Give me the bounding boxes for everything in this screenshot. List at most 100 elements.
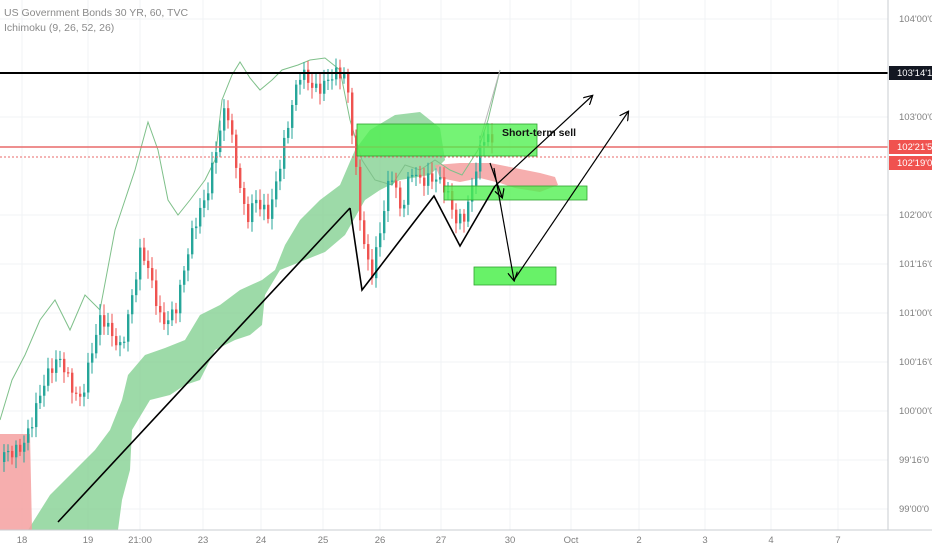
candle-body [107, 322, 110, 327]
candle [95, 323, 98, 359]
candle-body [299, 79, 302, 85]
candle-body [255, 199, 258, 204]
time-tick-label: 18 [17, 535, 28, 546]
candle-body [135, 279, 138, 296]
support-zone-box [443, 185, 588, 201]
symbol-title[interactable]: US Government Bonds 30 YR, 60, TVC [4, 7, 189, 19]
candle [387, 170, 390, 222]
price-tick-label: 103'00'0 [899, 112, 932, 123]
candle [235, 129, 238, 179]
candle-body [467, 201, 470, 222]
candle-body [271, 199, 274, 219]
candle [431, 162, 434, 190]
candle-body [147, 260, 150, 269]
candle [247, 196, 250, 229]
candle [71, 368, 74, 404]
candle-body [235, 134, 238, 168]
arrow-up-1 [494, 96, 592, 187]
candle-body [123, 341, 126, 343]
time-tick-label: 24 [256, 535, 267, 546]
candle [359, 159, 362, 231]
candle [379, 222, 382, 257]
candle [391, 171, 394, 186]
candle [399, 181, 402, 217]
candle-body [203, 200, 206, 208]
candle [147, 250, 150, 279]
candle [179, 279, 182, 323]
candle [63, 352, 66, 383]
candle-body [51, 368, 54, 373]
candle [319, 72, 322, 105]
price-tag: 102'21'5 [889, 140, 932, 154]
indicator-title[interactable]: Ichimoku (9, 26, 52, 26) [4, 22, 115, 34]
candle [79, 386, 82, 407]
candle [291, 100, 294, 139]
candle-body [387, 180, 390, 212]
candle-body [319, 83, 322, 94]
candle-body [87, 362, 90, 393]
time-tick-label: 30 [505, 535, 516, 546]
candle [271, 188, 274, 230]
candle-body [187, 254, 190, 271]
candle-body [27, 428, 30, 443]
candle-body [55, 359, 58, 373]
candle [267, 193, 270, 224]
candle-body [15, 444, 18, 458]
price-tag: 103'14'1 [889, 66, 932, 80]
candle [99, 304, 102, 346]
candle-body [327, 79, 330, 81]
candlesticks [3, 58, 494, 472]
arrow-up-2 [513, 112, 628, 281]
candle [167, 311, 170, 336]
kumo-bullish [28, 112, 445, 530]
candle [295, 80, 298, 111]
candle [207, 182, 210, 211]
candle [15, 440, 18, 469]
price-tick-label: 99'16'0 [899, 455, 929, 466]
candle-body [19, 444, 22, 452]
candle [119, 335, 122, 357]
candle-body [35, 403, 38, 428]
candle-body [243, 188, 246, 204]
candle [407, 171, 410, 216]
price-tag-label: 102'21'5 [897, 142, 932, 153]
candle [67, 367, 70, 378]
candle [259, 189, 262, 217]
candle [231, 113, 234, 143]
time-tick-label: Oct [564, 535, 579, 546]
time-tick-label: 2 [636, 535, 641, 546]
candle-body [159, 306, 162, 313]
price-tick-label: 100'00'0 [899, 406, 932, 417]
candle-body [83, 392, 86, 397]
candle [187, 248, 190, 282]
candle [103, 304, 106, 335]
candle-body [291, 104, 294, 128]
candle-body [379, 233, 382, 248]
candle [423, 167, 426, 196]
candle [419, 165, 422, 184]
candle [279, 159, 282, 191]
price-axis-bg [888, 0, 932, 550]
candle [343, 67, 346, 84]
target-zone-box [473, 266, 557, 286]
candle-body [263, 204, 266, 210]
price-tag-bg [889, 140, 932, 154]
candle [315, 73, 318, 93]
candle [383, 200, 386, 241]
candle [463, 209, 466, 233]
time-tick-label: 7 [835, 535, 840, 546]
price-tick-label: 104'00'0 [899, 14, 932, 25]
time-tick-label: 23 [198, 535, 209, 546]
candle-body [211, 162, 214, 194]
candle [459, 208, 462, 230]
candle [395, 172, 398, 199]
candle [131, 289, 134, 324]
candle [163, 302, 166, 330]
candle [191, 220, 194, 259]
candle-body [227, 108, 230, 121]
candle-body [171, 309, 174, 321]
candle [263, 193, 266, 221]
candle-body [259, 199, 262, 210]
